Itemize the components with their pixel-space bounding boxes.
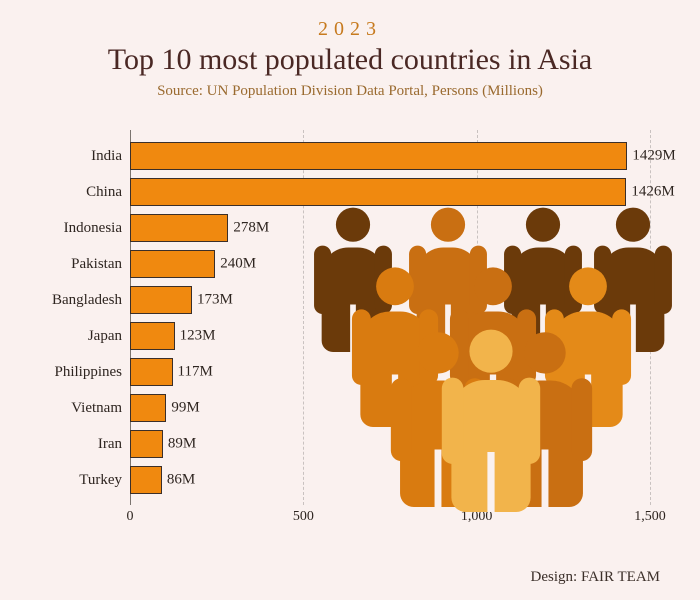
- bar-value-label: 89M: [162, 436, 196, 453]
- bar-row: Iran89M: [40, 426, 660, 462]
- page-title: Top 10 most populated countries in Asia: [0, 43, 700, 77]
- x-tick-label: 500: [293, 509, 314, 525]
- x-tick-label: 1,000: [461, 509, 493, 525]
- bar-row: Japan123M: [40, 318, 660, 354]
- x-tick-label: 0: [127, 509, 134, 525]
- bar: 123M: [130, 322, 175, 350]
- bar-row: Philippines117M: [40, 354, 660, 390]
- bar-value-label: 123M: [174, 328, 216, 345]
- bar-row: Pakistan240M: [40, 246, 660, 282]
- bar: 1426M: [130, 178, 626, 206]
- bar-row: Vietnam99M: [40, 390, 660, 426]
- bar-row: Indonesia278M: [40, 210, 660, 246]
- bar: 173M: [130, 286, 192, 314]
- year-label: 2023: [0, 0, 700, 41]
- country-label: Turkey: [40, 472, 130, 489]
- bar: 1429M: [130, 142, 627, 170]
- bar-value-label: 1426M: [625, 184, 674, 201]
- bar-value-label: 86M: [161, 472, 195, 489]
- bar-row: China1426M: [40, 174, 660, 210]
- bar-value-label: 1429M: [626, 148, 675, 165]
- chart-x-axis: 05001,0001,500: [130, 505, 650, 535]
- bar: 117M: [130, 358, 173, 386]
- country-label: China: [40, 184, 130, 201]
- country-label: Iran: [40, 436, 130, 453]
- bar-value-label: 117M: [172, 364, 213, 381]
- infographic-page: 2023 Top 10 most populated countries in …: [0, 0, 700, 600]
- bar-value-label: 99M: [165, 400, 199, 417]
- design-credit: Design: FAIR TEAM: [531, 569, 660, 586]
- bar-row: Bangladesh173M: [40, 282, 660, 318]
- country-label: Japan: [40, 328, 130, 345]
- bar-value-label: 173M: [191, 292, 233, 309]
- bar: 89M: [130, 430, 163, 458]
- country-label: Indonesia: [40, 220, 130, 237]
- bar: 278M: [130, 214, 228, 242]
- country-label: Bangladesh: [40, 292, 130, 309]
- country-label: Pakistan: [40, 256, 130, 273]
- bar: 240M: [130, 250, 215, 278]
- bar: 86M: [130, 466, 162, 494]
- chart-bars: India1429MChina1426MIndonesia278MPakista…: [40, 138, 660, 498]
- bar-row: India1429M: [40, 138, 660, 174]
- bar-value-label: 278M: [227, 220, 269, 237]
- bar-chart: India1429MChina1426MIndonesia278MPakista…: [40, 130, 660, 530]
- bar: 99M: [130, 394, 166, 422]
- bar-value-label: 240M: [214, 256, 256, 273]
- country-label: Vietnam: [40, 400, 130, 417]
- x-tick-label: 1,500: [634, 509, 666, 525]
- source-label: Source: UN Population Division Data Port…: [0, 83, 700, 100]
- bar-row: Turkey86M: [40, 462, 660, 498]
- country-label: India: [40, 148, 130, 165]
- country-label: Philippines: [40, 364, 130, 381]
